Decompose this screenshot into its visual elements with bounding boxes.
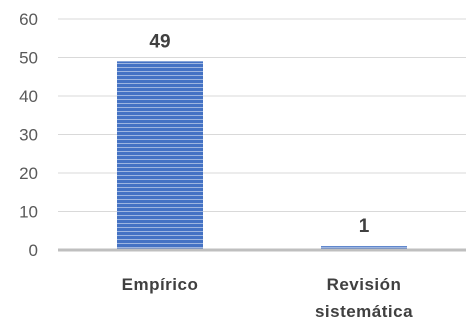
x-tick-label: Empírico — [122, 275, 199, 294]
x-tick-label-line: sistemática — [315, 302, 413, 321]
data-label: 1 — [359, 216, 370, 237]
y-axis-tick-labels: 0 10 20 30 40 50 60 — [19, 10, 38, 260]
bar — [117, 61, 203, 250]
x-tick-label-line: Revisión — [327, 275, 402, 294]
x-tick-label: Revisión sistemática — [315, 275, 413, 321]
x-tick-label-line: Empírico — [122, 275, 199, 294]
x-axis-category-labels: Empírico Revisión sistemática — [122, 275, 413, 321]
data-label: 49 — [149, 31, 170, 52]
y-tick-label: 40 — [19, 87, 38, 106]
y-tick-label: 60 — [19, 10, 38, 29]
data-labels: 49 1 — [149, 31, 369, 237]
y-tick-label: 50 — [19, 49, 38, 68]
bars — [58, 61, 466, 252]
y-tick-label: 20 — [19, 164, 38, 183]
bar — [321, 246, 407, 250]
y-tick-label: 0 — [29, 241, 38, 260]
y-tick-label: 30 — [19, 126, 38, 145]
y-tick-label: 10 — [19, 203, 38, 222]
